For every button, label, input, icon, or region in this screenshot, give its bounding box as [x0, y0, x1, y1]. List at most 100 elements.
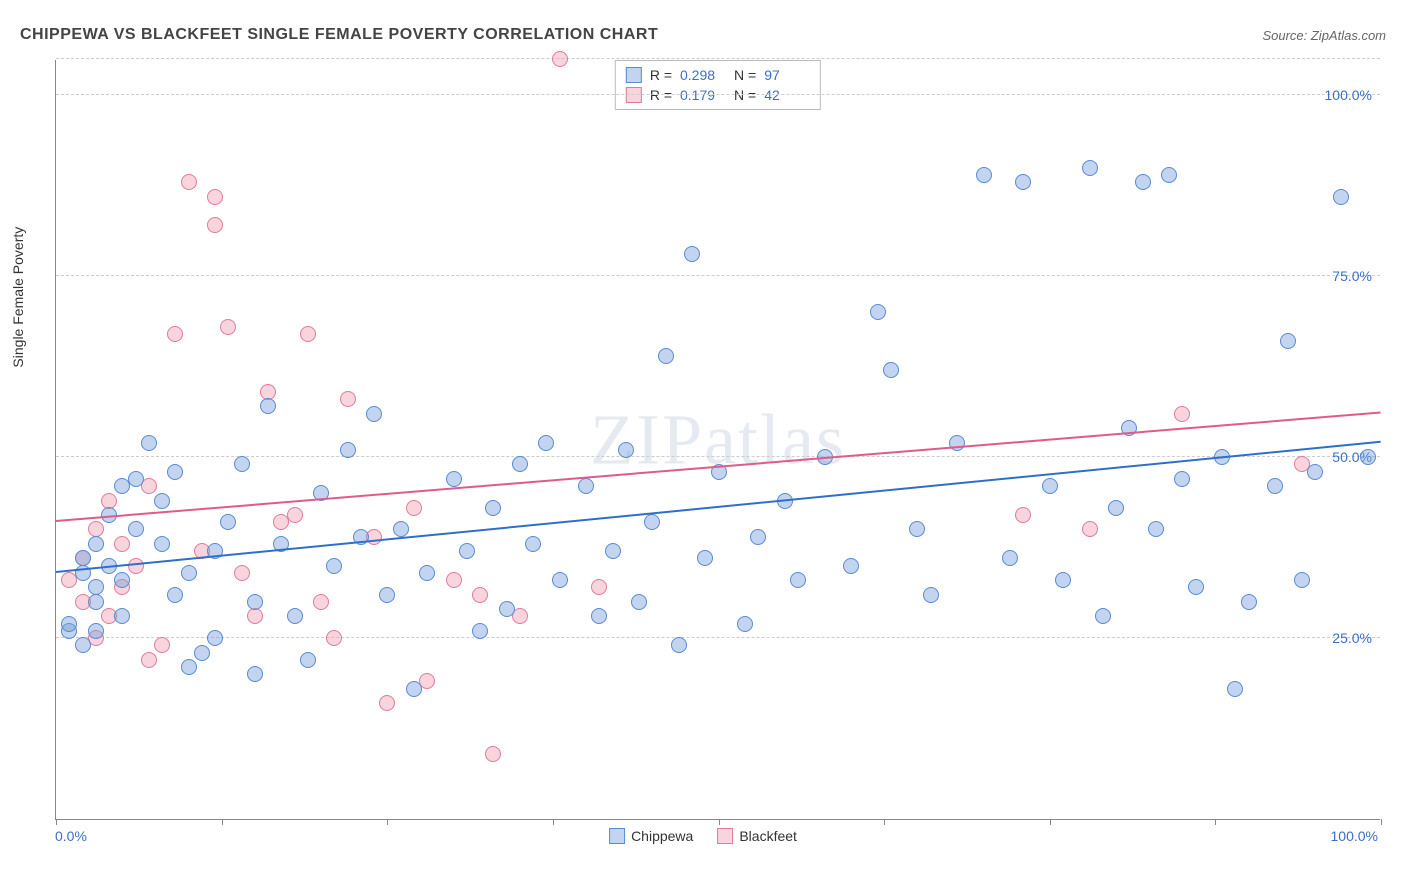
x-tick	[884, 819, 885, 825]
chippewa-marker	[1294, 572, 1310, 588]
x-tick	[553, 819, 554, 825]
chippewa-marker	[750, 529, 766, 545]
chippewa-marker	[287, 608, 303, 624]
blackfeet-marker	[379, 695, 395, 711]
chippewa-marker	[790, 572, 806, 588]
blackfeet-marker	[485, 746, 501, 762]
chippewa-marker	[1042, 478, 1058, 494]
blackfeet-marker	[207, 217, 223, 233]
chippewa-marker	[1015, 174, 1031, 190]
header: CHIPPEWA VS BLACKFEET SINGLE FEMALE POVE…	[20, 20, 1386, 50]
chippewa-marker	[220, 514, 236, 530]
blackfeet-marker	[1082, 521, 1098, 537]
source-text: Source: ZipAtlas.com	[1262, 28, 1386, 43]
blackfeet-marker	[287, 507, 303, 523]
bottom-legend: ChippewaBlackfeet	[609, 828, 797, 844]
chippewa-marker	[207, 630, 223, 646]
chippewa-marker	[181, 659, 197, 675]
chippewa-marker	[1280, 333, 1296, 349]
chart-container: CHIPPEWA VS BLACKFEET SINGLE FEMALE POVE…	[0, 0, 1406, 892]
chippewa-marker	[154, 493, 170, 509]
chippewa-marker	[247, 594, 263, 610]
chippewa-marker	[870, 304, 886, 320]
legend-label: Blackfeet	[739, 828, 797, 844]
x-tick	[56, 819, 57, 825]
x-tick	[222, 819, 223, 825]
blackfeet-marker	[406, 500, 422, 516]
chippewa-marker	[684, 246, 700, 262]
chippewa-marker	[843, 558, 859, 574]
blackfeet-marker	[472, 587, 488, 603]
gridline	[56, 94, 1380, 95]
chippewa-marker	[1082, 160, 1098, 176]
chippewa-marker	[1188, 579, 1204, 595]
chippewa-marker	[459, 543, 475, 559]
x-axis-label-min: 0.0%	[55, 828, 87, 844]
chippewa-marker	[578, 478, 594, 494]
chippewa-marker	[671, 637, 687, 653]
chippewa-marker	[128, 521, 144, 537]
chippewa-marker	[538, 435, 554, 451]
x-tick	[387, 819, 388, 825]
y-axis-title: Single Female Poverty	[10, 227, 26, 368]
x-tick	[719, 819, 720, 825]
chippewa-marker	[326, 558, 342, 574]
chippewa-marker	[485, 500, 501, 516]
blackfeet-swatch-icon	[717, 828, 733, 844]
n-label: N =	[734, 67, 756, 83]
chippewa-marker	[114, 608, 130, 624]
chippewa-marker	[75, 637, 91, 653]
blackfeet-marker	[552, 51, 568, 67]
chippewa-marker	[883, 362, 899, 378]
x-axis-label-max: 100.0%	[1331, 828, 1378, 844]
blackfeet-marker	[300, 326, 316, 342]
chippewa-marker	[618, 442, 634, 458]
chippewa-marker	[512, 456, 528, 472]
blackfeet-marker	[326, 630, 342, 646]
chippewa-marker	[1055, 572, 1071, 588]
chippewa-marker	[167, 464, 183, 480]
chippewa-marker	[1227, 681, 1243, 697]
blackfeet-marker	[220, 319, 236, 335]
blackfeet-marker	[234, 565, 250, 581]
chippewa-marker	[525, 536, 541, 552]
chippewa-marker	[1174, 471, 1190, 487]
chippewa-marker	[605, 543, 621, 559]
chippewa-marker	[499, 601, 515, 617]
chippewa-marker	[1360, 449, 1376, 465]
chippewa-marker	[114, 572, 130, 588]
y-tick-label: 100.0%	[1325, 87, 1372, 103]
chippewa-marker	[1002, 550, 1018, 566]
chippewa-marker	[976, 167, 992, 183]
gridline	[56, 58, 1380, 59]
chippewa-marker	[1148, 521, 1164, 537]
stats-legend: R =0.298N =97R =0.179N =42	[615, 60, 821, 110]
x-tick	[1215, 819, 1216, 825]
chippewa-marker	[697, 550, 713, 566]
plot-area: ZIPatlas R =0.298N =97R =0.179N =42 25.0…	[55, 60, 1380, 820]
chippewa-marker	[1333, 189, 1349, 205]
chippewa-marker	[300, 652, 316, 668]
r-label: R =	[650, 67, 672, 83]
chippewa-marker	[340, 442, 356, 458]
chippewa-marker	[88, 623, 104, 639]
chippewa-marker	[1161, 167, 1177, 183]
blackfeet-marker	[1174, 406, 1190, 422]
watermark-zip: ZIP	[590, 399, 704, 479]
chippewa-marker	[154, 536, 170, 552]
chippewa-marker	[591, 608, 607, 624]
blackfeet-marker	[114, 536, 130, 552]
blackfeet-marker	[1015, 507, 1031, 523]
chippewa-marker	[631, 594, 647, 610]
x-tick	[1381, 819, 1382, 825]
chippewa-marker	[260, 398, 276, 414]
chippewa-marker	[181, 565, 197, 581]
chippewa-marker	[141, 435, 157, 451]
chippewa-marker	[644, 514, 660, 530]
chippewa-marker	[167, 587, 183, 603]
chippewa-marker	[194, 645, 210, 661]
gridline	[56, 275, 1380, 276]
chippewa-marker	[88, 536, 104, 552]
chippewa-marker	[1135, 174, 1151, 190]
blackfeet-marker	[446, 572, 462, 588]
